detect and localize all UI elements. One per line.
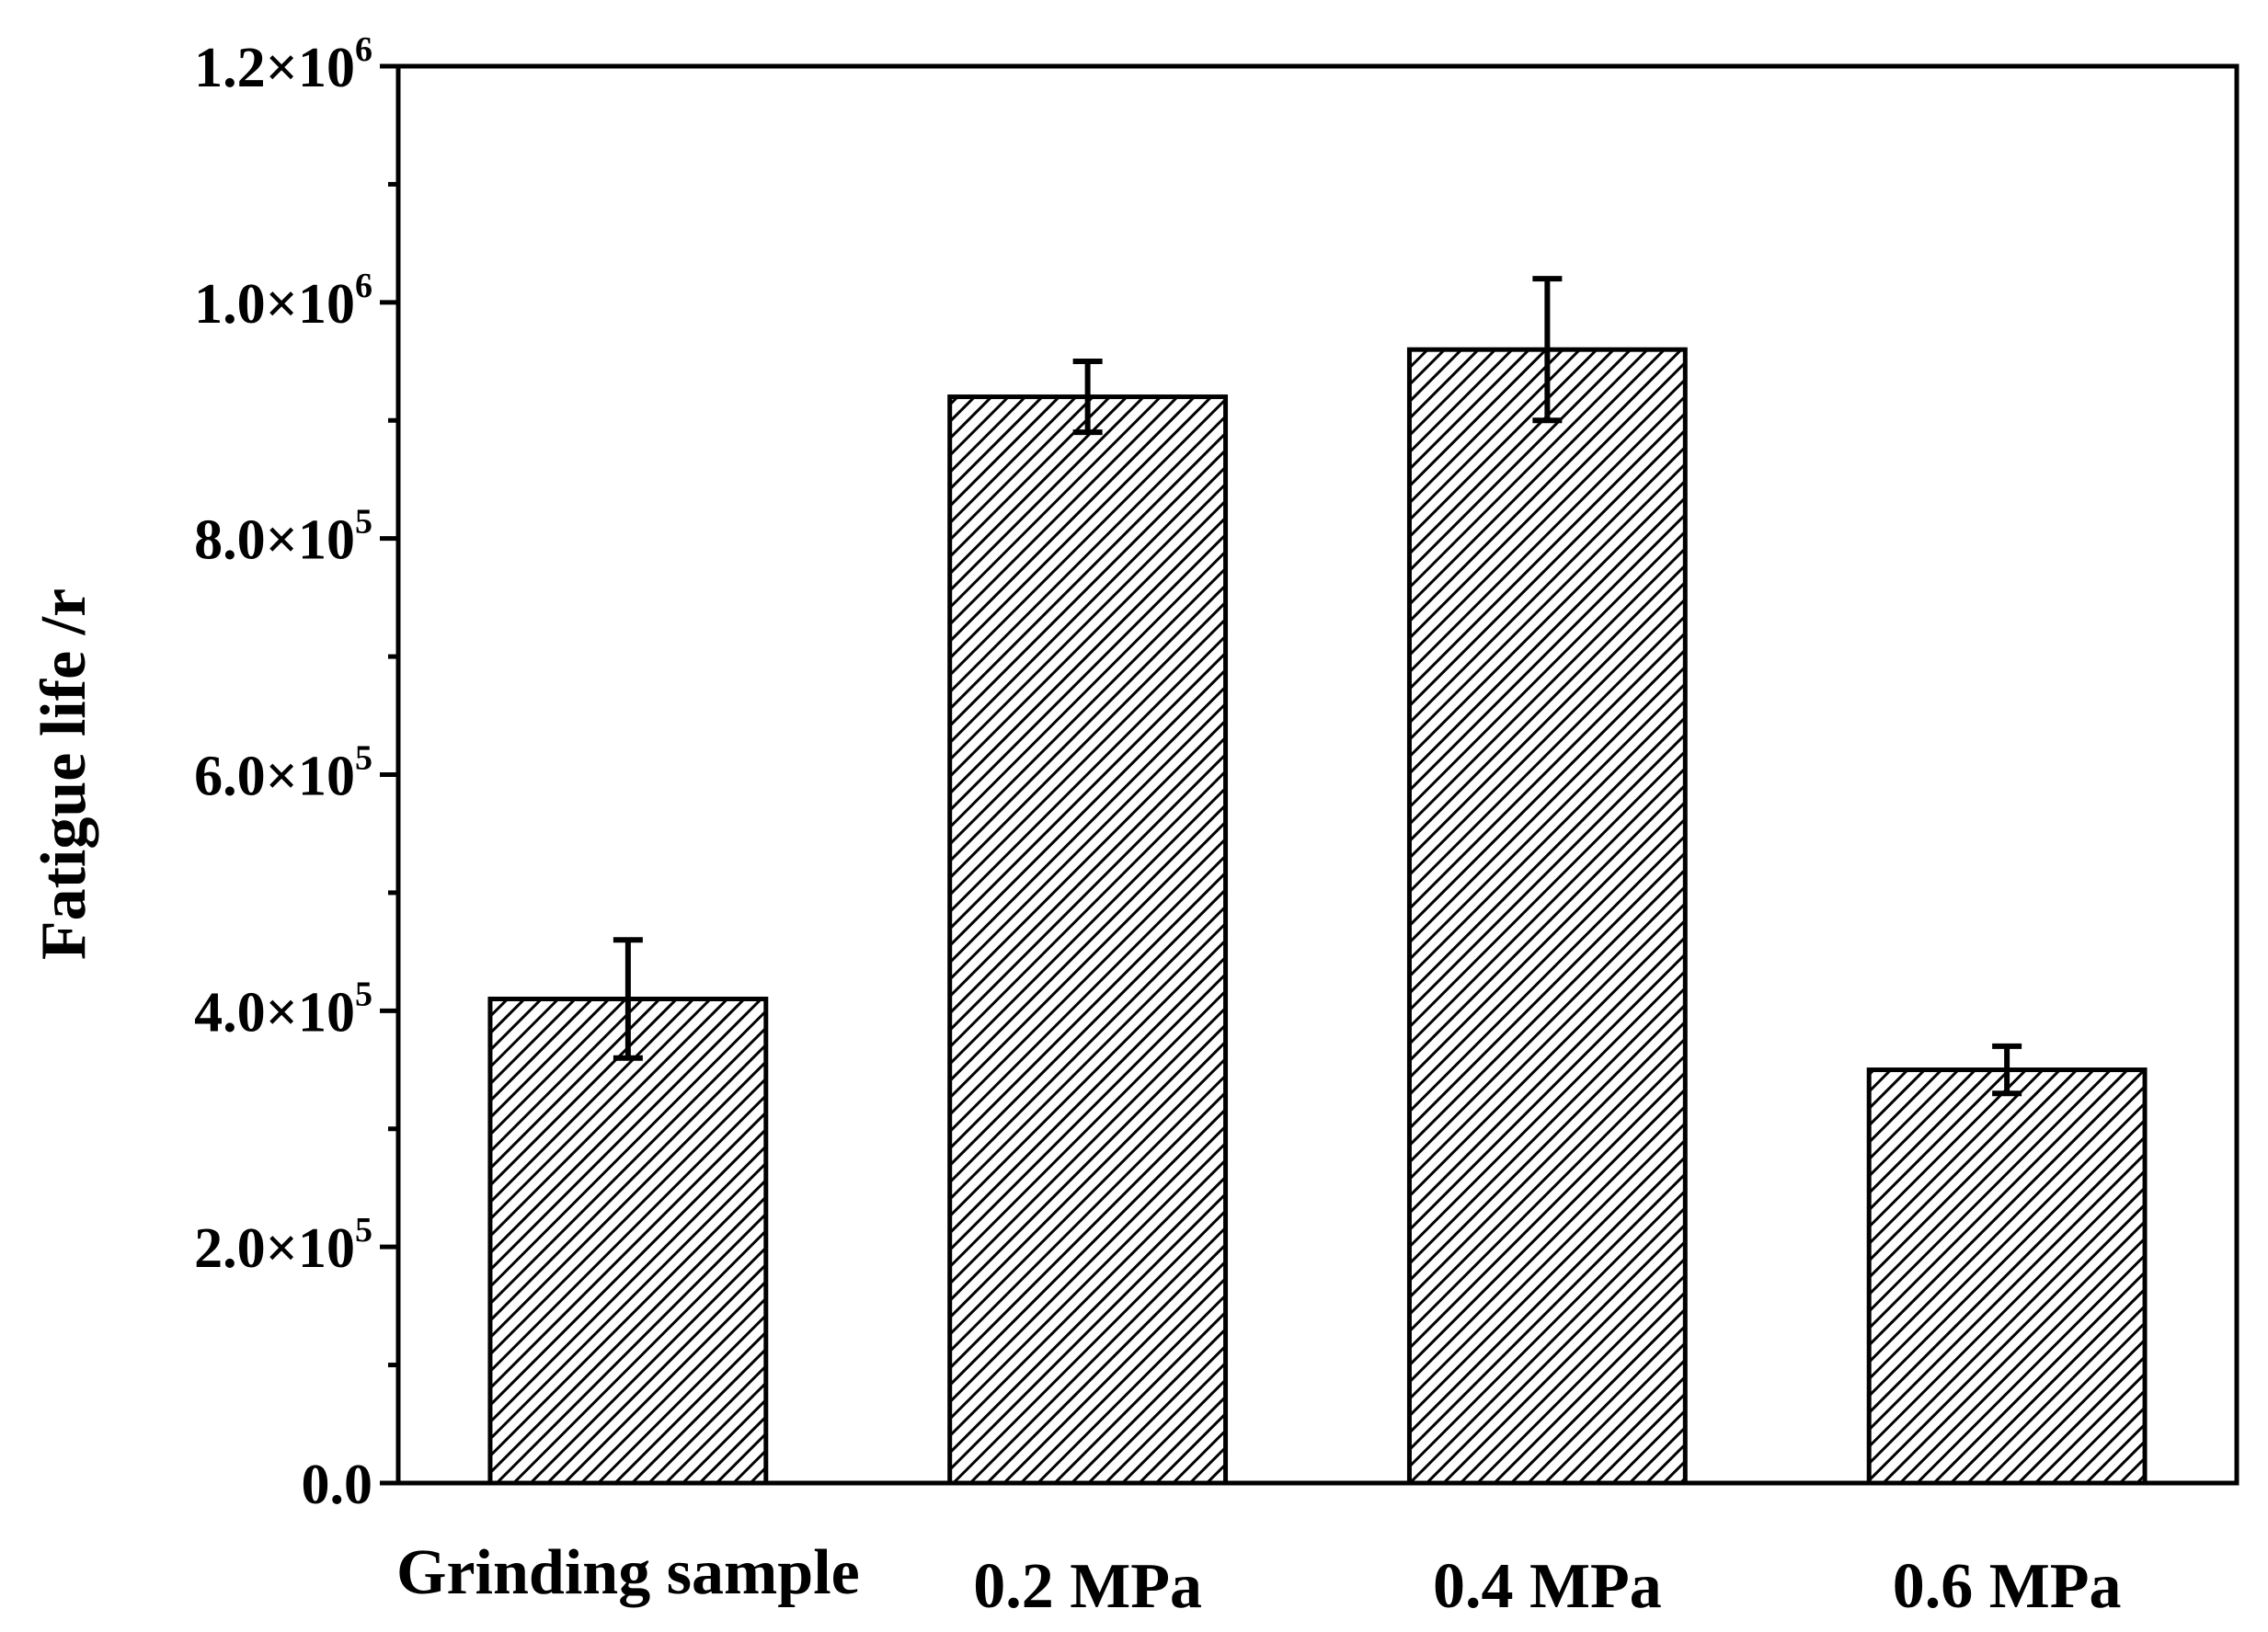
y-axis-title: Fatigue life /r xyxy=(29,588,99,960)
error-bar-3 xyxy=(1992,1043,2022,1097)
error-bars-layer xyxy=(613,276,2022,1097)
y-tick-label: 0.0 xyxy=(302,1454,373,1516)
bar-2 xyxy=(1406,347,1688,1486)
x-tick-label: 0.2 MPa xyxy=(973,1551,1202,1622)
bar-0 xyxy=(487,996,769,1486)
x-tick-label: 0.4 MPa xyxy=(1433,1551,1662,1622)
y-tick-label: 2.0×105 xyxy=(194,1211,372,1280)
y-tick-label: 8.0×105 xyxy=(194,503,372,572)
error-bar-0 xyxy=(613,937,643,1061)
x-tick-label: 0.6 MPa xyxy=(1893,1551,2122,1622)
y-tick-label: 1.0×106 xyxy=(194,267,372,336)
x-tick-label: Grinding sample xyxy=(396,1537,860,1608)
bars-layer xyxy=(487,347,2148,1486)
error-bar-1 xyxy=(1072,359,1103,436)
y-tick-labels: 0.0 2.0×105 4.0×105 6.0×105 8.0×105 1.0×106 1.… xyxy=(194,30,372,1516)
y-ticks-layer xyxy=(380,63,398,1486)
x-category-labels: Grinding sample 0.2 MPa 0.4 MPa 0.6 MPa xyxy=(396,1537,2122,1622)
bar-3 xyxy=(1866,1067,2148,1486)
bar-1 xyxy=(947,394,1229,1486)
error-bar-2 xyxy=(1532,276,1563,424)
y-tick-label: 6.0×105 xyxy=(194,739,372,808)
y-tick-label: 1.2×106 xyxy=(194,30,372,99)
y-tick-label: 4.0×105 xyxy=(194,975,372,1044)
